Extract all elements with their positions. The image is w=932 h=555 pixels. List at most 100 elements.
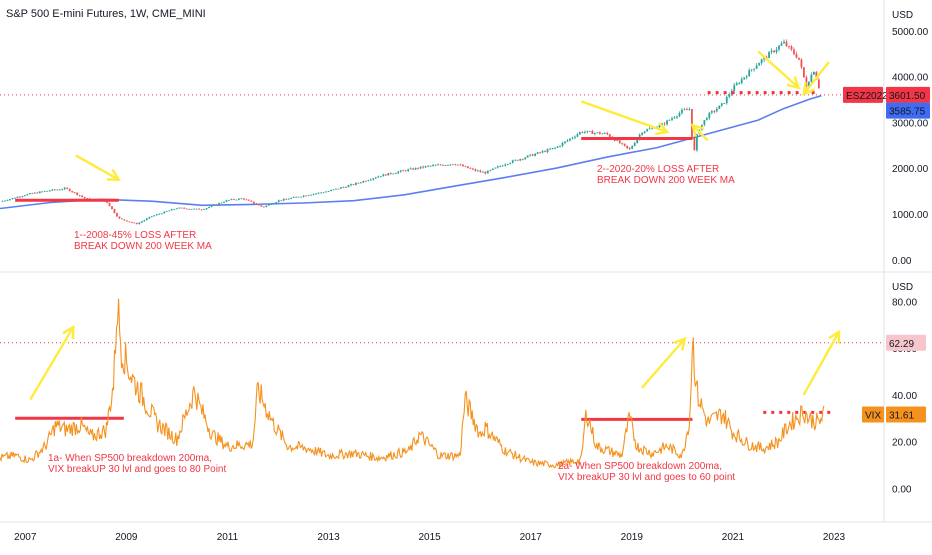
price-candle — [121, 218, 123, 220]
price-candle — [663, 123, 666, 125]
xtick-label: 2017 — [520, 532, 543, 543]
price-candle — [262, 206, 265, 208]
price-candle — [469, 168, 472, 169]
price-candle — [190, 208, 193, 210]
price-candle — [327, 191, 330, 192]
price-candle — [422, 166, 425, 168]
price-candle — [780, 43, 783, 46]
spx-arrow-head — [690, 123, 705, 138]
price-candle — [529, 154, 532, 156]
spx-annotation-line: BREAK DOWN 200 WEEK MA — [597, 175, 735, 186]
price-candle — [340, 187, 342, 189]
price-candle — [73, 192, 76, 193]
vix-annotation-line: VIX breakUP 30 lvl and goes to 60 point — [558, 472, 735, 483]
price-candle — [427, 165, 429, 167]
price-candle — [631, 146, 634, 149]
price-candle — [6, 200, 9, 201]
price-candle — [377, 176, 380, 178]
price-candle — [760, 59, 763, 64]
spx-annotation-line: 1--2008-45% LOSS AFTER — [74, 230, 196, 241]
price-candle — [549, 149, 551, 150]
price-candle — [439, 164, 442, 166]
price-candle — [255, 203, 258, 205]
price-candle — [359, 182, 362, 184]
price-candle — [671, 118, 673, 120]
price-candle — [571, 137, 574, 139]
price-candle — [355, 182, 357, 185]
price-candle — [462, 164, 464, 167]
price-candle — [215, 204, 218, 206]
price-candle — [636, 138, 639, 144]
price-candle — [195, 208, 198, 210]
price-candle — [489, 169, 492, 171]
price-candle — [628, 148, 631, 149]
price-candle — [646, 129, 649, 132]
price-candle — [576, 134, 579, 137]
spx-annotation-line: BREAK DOWN 200 WEEK MA — [74, 241, 212, 252]
price-candle — [593, 132, 596, 134]
price-candle — [696, 134, 698, 151]
price-candle — [688, 108, 691, 110]
price-candle — [775, 49, 778, 52]
vix-arrow-head — [62, 324, 75, 340]
price-candle — [267, 204, 270, 206]
price-candle — [126, 220, 128, 222]
price-candle — [815, 71, 818, 80]
price-candle — [265, 205, 268, 207]
price-candle — [150, 216, 153, 218]
price-candle — [36, 192, 39, 194]
price-candle — [526, 155, 529, 158]
price-candle — [228, 199, 230, 201]
vix-value-tag-bg — [886, 406, 926, 423]
vix-annotation-line: 1a- When SP500 breakdown 200ma, — [48, 453, 212, 464]
spx-arrow-head — [655, 122, 670, 136]
vix-arrow — [802, 331, 841, 396]
price-candle — [471, 168, 474, 170]
price-candle — [407, 169, 410, 171]
price-candle — [447, 164, 449, 166]
price-candle — [574, 136, 576, 138]
price-candle — [753, 68, 756, 70]
price-candle — [118, 216, 121, 219]
vix-annotation-line: 2a- When SP500 breakdown 200ma, — [558, 461, 722, 472]
price-candle — [773, 50, 775, 52]
spx-arrow-head — [106, 168, 121, 181]
price-candle — [705, 118, 708, 121]
price-candle — [106, 201, 108, 203]
price-candle — [364, 180, 367, 182]
price-candle — [467, 166, 469, 169]
spx-ytick-label: 5000.00 — [892, 27, 929, 38]
price-candle — [581, 132, 584, 133]
ma-value-tag: 3585.75 — [889, 107, 926, 118]
price-candle — [437, 164, 439, 166]
ma-200-line — [0, 94, 822, 210]
price-candle — [387, 173, 390, 176]
spx-currency-label: USD — [892, 10, 913, 21]
price-candle — [586, 130, 589, 133]
price-candle — [26, 194, 29, 196]
price-candle — [715, 108, 718, 112]
price-candle — [46, 190, 49, 192]
xtick-label: 2023 — [823, 532, 846, 543]
price-candle — [748, 70, 751, 77]
price-candle — [710, 111, 713, 113]
price-candle — [58, 189, 61, 191]
price-candle — [516, 159, 519, 161]
price-candle — [369, 179, 372, 181]
spx-arrow — [75, 154, 120, 181]
price-candle — [180, 207, 183, 209]
price-candle — [155, 214, 158, 216]
price-candle — [4, 200, 6, 202]
price-candle — [486, 170, 489, 174]
price-candle — [382, 174, 385, 177]
price-candle — [357, 182, 360, 184]
price-candle — [402, 170, 405, 172]
price-candle — [474, 169, 477, 171]
price-candle — [566, 140, 569, 142]
price-candle — [63, 187, 66, 190]
price-candle — [170, 209, 173, 211]
price-candle — [160, 213, 163, 215]
price-candle — [14, 197, 16, 199]
price-candle — [735, 83, 738, 86]
